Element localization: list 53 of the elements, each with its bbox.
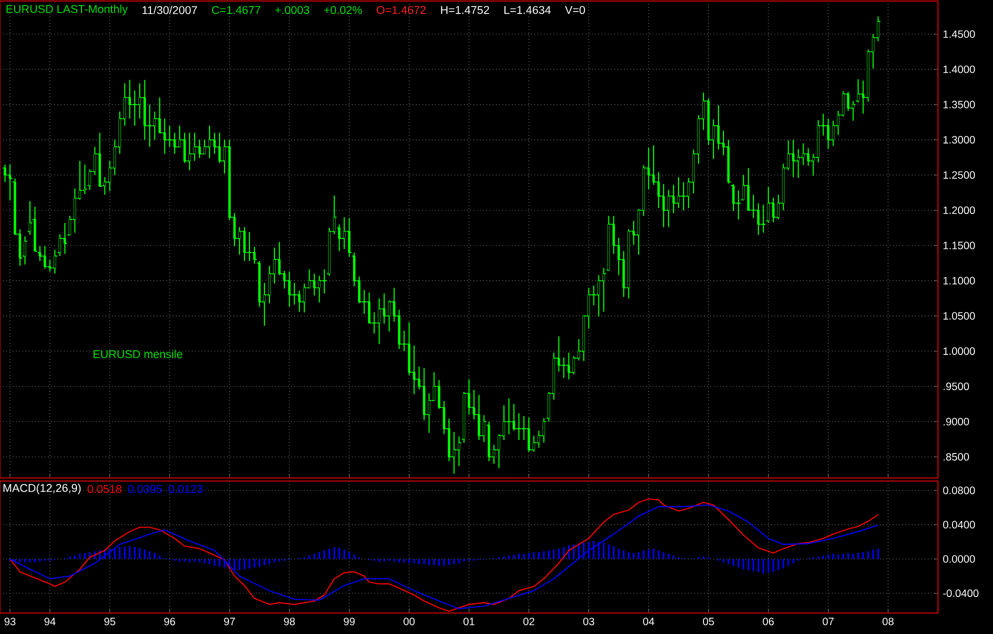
y-tick-label: -0.0400 xyxy=(943,589,978,598)
annotation: +.0003 xyxy=(275,6,310,14)
x-tick-label: 03 xyxy=(583,618,594,626)
y-tick-label: .9500 xyxy=(944,382,969,390)
annotation: C=1.4677 xyxy=(212,6,260,14)
y-tick-label: 1.1000 xyxy=(944,276,975,284)
annotation: +0.02% xyxy=(324,6,362,14)
annotation: L=1.4634 xyxy=(504,6,551,14)
y-tick-label: 1.2000 xyxy=(944,206,975,214)
candlestick xyxy=(486,421,492,462)
x-tick-label: 08 xyxy=(882,618,894,626)
y-tick-label: 1.2500 xyxy=(944,171,975,179)
annotation: H=1.4752 xyxy=(441,6,490,14)
y-tick-label: 1.0500 xyxy=(944,312,975,320)
y-tick-label: 1.4000 xyxy=(944,66,975,74)
candlestick xyxy=(346,217,352,258)
candlestick xyxy=(22,236,28,266)
x-tick-label: 05 xyxy=(702,618,714,626)
x-tick-label: 04 xyxy=(643,618,654,626)
y-tick-label: 1.0000 xyxy=(944,347,975,355)
annotation: 0.0518 xyxy=(88,484,122,493)
annotation: 0.0123 xyxy=(168,484,202,493)
y-tick-label: 1.3500 xyxy=(944,100,975,108)
y-tick-label: .9000 xyxy=(944,418,969,426)
y-tick-label: 0.0000 xyxy=(943,555,975,563)
x-tick-label: 97 xyxy=(224,618,235,626)
x-tick-label: 94 xyxy=(44,618,56,626)
y-tick-label: 1.1500 xyxy=(944,242,975,250)
annotation: V=0 xyxy=(564,6,585,14)
annotation: EURUSD mensile xyxy=(94,350,182,358)
x-tick-label: 07 xyxy=(822,618,834,626)
x-tick-label: 01 xyxy=(463,618,474,626)
x-tick-label: 95 xyxy=(104,618,116,626)
y-tick-label: 0.0400 xyxy=(943,520,975,528)
x-tick-label: 96 xyxy=(164,618,176,626)
chart-title: MACD(12,26,9) xyxy=(4,484,81,494)
x-tick-label: 02 xyxy=(523,618,534,626)
candlestick xyxy=(7,164,13,201)
x-tick-label: 99 xyxy=(344,618,355,626)
y-tick-label: .8500 xyxy=(944,453,969,461)
candlestick xyxy=(600,267,606,312)
x-tick-label: 06 xyxy=(762,618,774,626)
y-tick-label: 1.3000 xyxy=(944,136,975,144)
x-tick-label: 93 xyxy=(4,618,16,626)
chart-title: EURUSD LAST-Monthly xyxy=(6,4,128,16)
candlestick xyxy=(766,186,772,224)
annotation: 0.0395 xyxy=(128,484,162,493)
x-tick-label: 00 xyxy=(404,618,415,626)
y-tick-label: 0.0800 xyxy=(943,486,975,494)
annotation: O=1.4672 xyxy=(376,6,426,14)
y-tick-label: 1.4500 xyxy=(944,30,975,38)
annotation: 11/30/2007 xyxy=(142,6,197,14)
x-tick-label: 98 xyxy=(284,618,295,626)
